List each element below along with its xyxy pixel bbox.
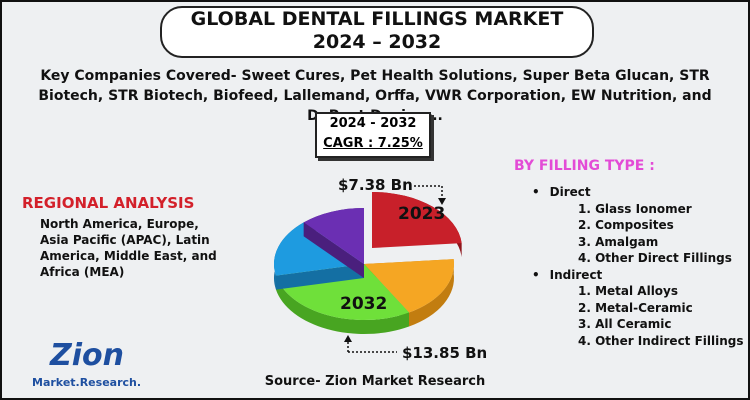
pointer: [347, 338, 397, 353]
filling-title: BY FILLING TYPE :: [514, 158, 655, 174]
filling-item: 4. Other Indirect Fillings: [578, 333, 744, 348]
source: Source- Zion Market Research: [264, 374, 486, 389]
filling-group: Direct: [532, 184, 744, 201]
pie-slice: [409, 259, 454, 327]
end-year: 2032: [340, 294, 388, 314]
regional-text: North America, Europe, Asia Pacific (APA…: [40, 217, 217, 279]
pie-slice: [275, 275, 409, 335]
pie-slice: [303, 208, 364, 264]
start-value: $7.38 Bn: [338, 176, 413, 194]
pie-slice: [303, 222, 364, 278]
end-value: $13.85 Bn: [402, 344, 488, 362]
arrow: [438, 198, 446, 205]
cagr: CAGR : 7.25%: [323, 136, 423, 151]
pie-slice: [275, 264, 364, 290]
filling-item: 3. Amalgam: [578, 234, 659, 249]
logo: Zion: [50, 338, 125, 373]
regional-title: REGIONAL ANALYSIS: [22, 194, 195, 212]
cagr-box: 2024 - 2032 CAGR : 7.25%: [315, 112, 431, 158]
filling-item: 1. Glass Ionomer: [578, 201, 692, 216]
title: 2024 – 2032: [312, 31, 442, 53]
filling-group: Indirect: [532, 267, 744, 284]
period: 2024 - 2032: [329, 116, 417, 131]
filling-item: 2. Composites: [578, 218, 674, 232]
filling-item: 1. Metal Alloys: [578, 284, 679, 298]
arrow: [344, 335, 352, 342]
title: GLOBAL DENTAL FILLINGS MARKET: [190, 8, 564, 30]
start-year: 2023: [398, 204, 446, 224]
pie-slice: [372, 192, 462, 248]
pie: [274, 192, 462, 335]
filling-item: 2. Metal-Ceramic: [578, 300, 693, 315]
pie-slice: [364, 259, 454, 313]
logo-sub: Market.Research.: [32, 376, 142, 389]
filling-item: 4. Other Direct Fillings: [578, 251, 732, 265]
filling-item: 3. All Ceramic: [578, 317, 672, 331]
pointer: [414, 185, 443, 202]
title-box: GLOBAL DENTAL FILLINGS MARKET 2024 – 203…: [160, 6, 594, 58]
